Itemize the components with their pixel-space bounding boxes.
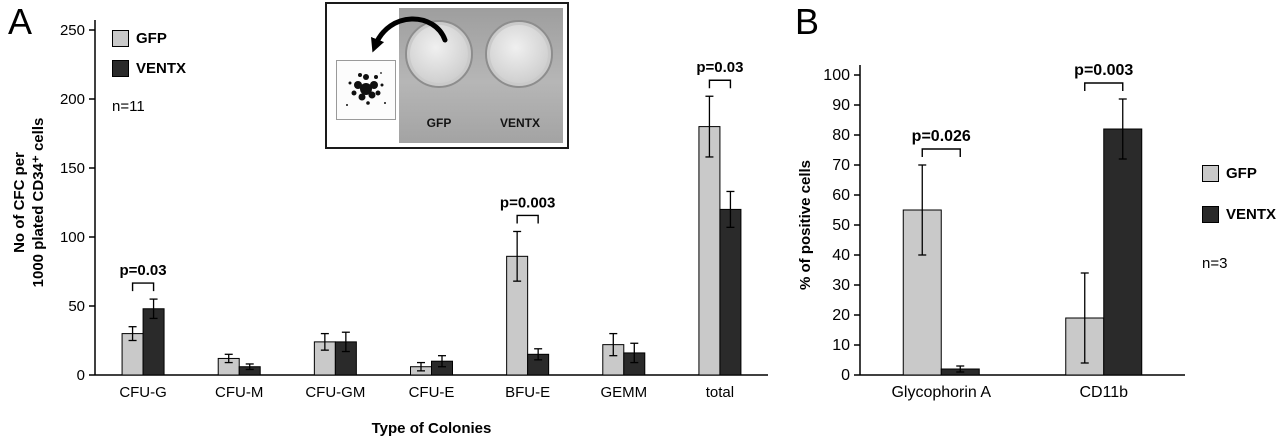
x-category-label: Glycophorin A [891,384,991,401]
p-value-label: p=0.003 [1074,62,1133,79]
bar-gfp-total [698,126,721,376]
ventx-swatch-icon [112,60,129,77]
bar-ventx-cd11b [1103,128,1143,376]
legend-item-gfp: GFP [1202,165,1276,182]
bar-ventx-total [719,208,742,376]
sample-size-label: n=11 [112,98,145,115]
y-tick-label: 60 [832,187,850,204]
y-axis-title: No of CFC per [11,152,28,253]
x-category-label: CFU-G [119,384,167,401]
y-tick-label: 50 [68,298,85,315]
colony-photo-inset: GFP VENTX [325,2,569,149]
x-axis-title: Type of Colonies [372,420,492,437]
x-category-label: GEMM [600,384,647,401]
y-tick-label: 250 [60,22,85,39]
ventx-swatch-icon [1202,206,1219,223]
y-tick-label: 200 [60,91,85,108]
x-category-label: total [706,384,734,401]
colony-blob [346,72,386,106]
p-value-bracket [516,214,539,224]
colony-closeup-image [336,60,396,120]
legend-label: GFP [1226,165,1257,182]
y-tick-label: 150 [60,160,85,177]
y-tick-label: 100 [60,229,85,246]
y-tick-label: 50 [832,217,850,234]
y-tick-label: 40 [832,247,850,264]
y-tick-label: 80 [832,127,850,144]
panel-b-label: B [795,1,820,42]
legend-label: GFP [136,30,167,47]
y-tick-label: 70 [832,157,850,174]
y-tick-label: 20 [832,307,850,324]
p-value-label: p=0.03 [120,262,167,279]
x-category-label: BFU-E [505,384,550,401]
p-value-bracket [131,282,155,292]
sample-size-label: n=3 [1202,255,1228,272]
gfp-swatch-icon [112,30,129,47]
panel-b-legend: GFP VENTX n=3 [1202,165,1276,272]
y-tick-label: 90 [832,97,850,114]
y-tick-label: 0 [841,367,850,384]
p-value-label: p=0.003 [500,194,555,211]
p-value-bracket [921,148,961,157]
ventx-plate-image [485,20,553,88]
legend-label: VENTX [1226,206,1277,223]
y-tick-label: 30 [832,277,850,294]
x-category-label: CFU-M [215,384,263,401]
panel-b-chart: 0 10 20 30 40 50 60 70 80 90 100 Glycophorin A CD11b… [797,62,1185,401]
magnify-arrow-icon [371,16,448,53]
plates-photo: GFP VENTX [399,8,563,143]
legend-item-gfp: GFP [112,30,186,47]
y-tick-label: 100 [823,67,850,84]
p-value-bracket [1084,82,1124,91]
y-axis-title: 1000 plated CD34⁺ cells [30,118,47,288]
y-tick-label: 0 [77,367,85,384]
x-category-label: CD11b [1079,384,1128,401]
panel-a-chart: 0 50 100 150 200 250 CFU-G CFU-M CFU-GM CFU-E BFU-… [11,20,768,437]
ventx-plate-label: VENTX [499,116,540,130]
y-tick-label: 10 [832,337,850,354]
p-value-label: p=0.026 [912,128,971,145]
legend-item-ventx: VENTX [112,60,186,77]
legend-label: VENTX [136,60,187,77]
gfp-plate-label: GFP [426,116,452,130]
panel-a-legend: GFP VENTX n=11 [112,30,186,115]
gfp-swatch-icon [1202,165,1219,182]
y-axis-title: % of positive cells [797,160,814,290]
x-category-label: CFU-E [409,384,455,401]
panel-a-label: A [8,1,33,42]
p-value-bracket [708,79,732,89]
p-value-label: p=0.03 [696,59,743,76]
legend-item-ventx: VENTX [1202,206,1276,223]
x-category-label: CFU-GM [305,384,365,401]
